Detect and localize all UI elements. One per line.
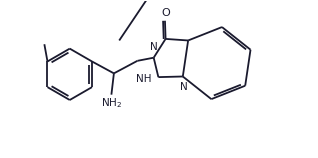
Text: N: N	[180, 82, 187, 92]
Text: N: N	[150, 42, 157, 52]
Text: NH: NH	[136, 74, 151, 84]
Text: NH$_2$: NH$_2$	[101, 96, 122, 110]
Text: O: O	[161, 8, 169, 18]
